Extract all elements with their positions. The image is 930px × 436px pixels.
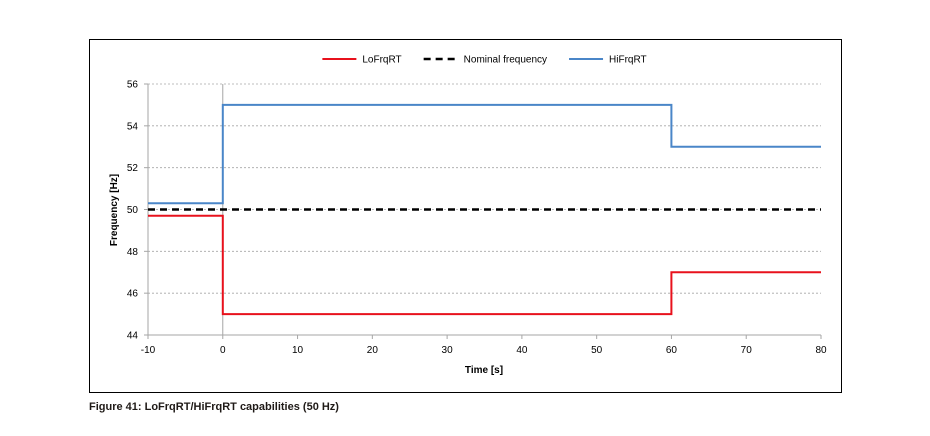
grid-lines: [148, 83, 821, 294]
y-tick-label: 56: [127, 80, 139, 91]
y-tick-label: 48: [127, 247, 139, 258]
y-axis-label: Frequency [Hz]: [109, 174, 120, 246]
legend-label: Nominal frequency: [464, 55, 547, 66]
x-tick-label: 20: [367, 345, 379, 356]
legend-label: HiFrqRT: [609, 55, 647, 66]
figure-caption: Figure 41: LoFrqRT/HiFrqRT capabilities …: [89, 401, 339, 413]
x-tick-label: 70: [741, 345, 753, 356]
series-line-hifrqrt: [148, 103, 821, 205]
x-tick-label: 10: [292, 345, 304, 356]
x-tick-label: 30: [442, 345, 454, 356]
series-lines: [148, 103, 821, 316]
x-tick-label: 0: [220, 345, 226, 356]
y-tick-label: 54: [127, 121, 139, 132]
x-tick-label: 80: [815, 345, 827, 356]
x-axis-label: Time [s]: [465, 365, 503, 376]
x-tick-label: -10: [141, 345, 156, 356]
y-tick-label: 46: [127, 289, 139, 300]
y-tick-label: 44: [127, 331, 139, 342]
series-line-lofrqrt: [148, 214, 821, 316]
legend: LoFrqRT Nominal frequency HiFrqRT: [322, 55, 647, 66]
x-tick-label: 60: [666, 345, 678, 356]
y-tick-label: 52: [127, 163, 139, 174]
x-tick-label: 50: [591, 345, 603, 356]
legend-label: LoFrqRT: [362, 55, 401, 66]
x-tick-label: 40: [516, 345, 528, 356]
y-tick-label: 50: [127, 205, 139, 216]
